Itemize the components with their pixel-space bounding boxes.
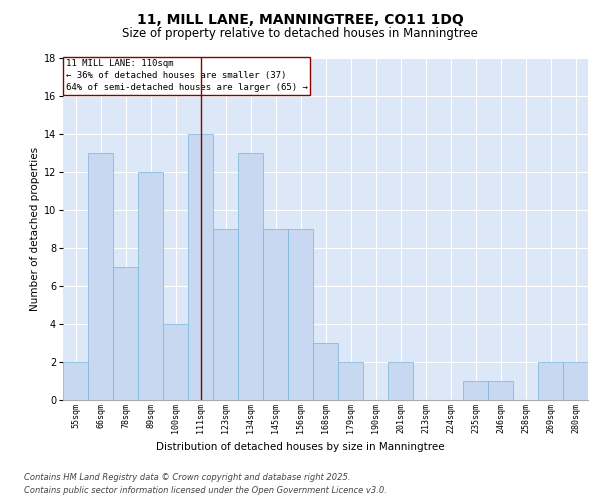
Bar [538, 362, 563, 400]
Text: 11 MILL LANE: 110sqm
← 36% of detached houses are smaller (37)
64% of semi-detac: 11 MILL LANE: 110sqm ← 36% of detached h… [65, 59, 308, 92]
Bar [488, 381, 513, 400]
Bar [563, 362, 588, 400]
Bar [113, 267, 138, 400]
Bar [388, 362, 413, 400]
Bar [463, 381, 488, 400]
Bar [138, 172, 163, 400]
Text: Contains HM Land Registry data © Crown copyright and database right 2025.: Contains HM Land Registry data © Crown c… [24, 472, 350, 482]
Text: Contains public sector information licensed under the Open Government Licence v3: Contains public sector information licen… [24, 486, 387, 495]
Bar [238, 152, 263, 400]
Bar [163, 324, 188, 400]
Text: Distribution of detached houses by size in Manningtree: Distribution of detached houses by size … [155, 442, 445, 452]
Bar [188, 134, 213, 400]
Text: 11, MILL LANE, MANNINGTREE, CO11 1DQ: 11, MILL LANE, MANNINGTREE, CO11 1DQ [137, 12, 463, 26]
Bar [263, 229, 288, 400]
Bar [63, 362, 88, 400]
Bar [88, 152, 113, 400]
Y-axis label: Number of detached properties: Number of detached properties [29, 146, 40, 311]
Text: Size of property relative to detached houses in Manningtree: Size of property relative to detached ho… [122, 28, 478, 40]
Bar [288, 229, 313, 400]
Bar [313, 343, 338, 400]
Bar [338, 362, 363, 400]
Bar [213, 229, 238, 400]
